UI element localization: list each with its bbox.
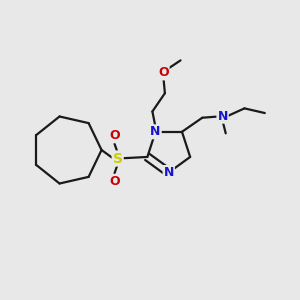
- Text: N: N: [164, 166, 174, 179]
- Text: N: N: [150, 125, 161, 138]
- Text: O: O: [158, 66, 169, 80]
- Text: S: S: [113, 152, 123, 166]
- Text: N: N: [218, 110, 228, 123]
- Text: O: O: [109, 175, 120, 188]
- Text: O: O: [109, 129, 120, 142]
